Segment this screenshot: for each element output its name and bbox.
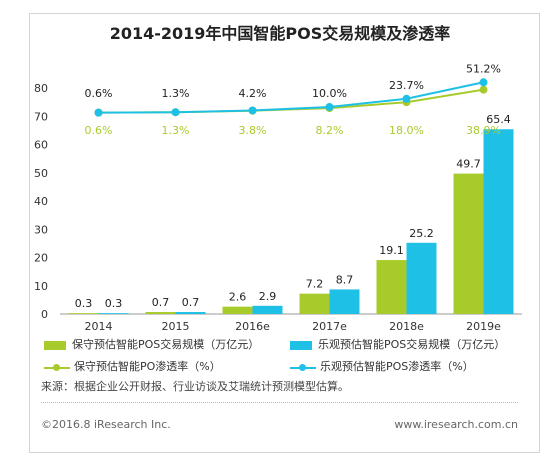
- line-point: [325, 103, 334, 111]
- bar-optimistic: [406, 242, 437, 314]
- line-value-label: 18.0%: [389, 124, 424, 137]
- line-value-label: 38.9%: [466, 124, 501, 137]
- line-value-label: 51.2%: [466, 62, 501, 75]
- legend-label-bar-optimistic: 乐观预估智能POS交易规模（万亿元）: [318, 338, 506, 351]
- bar-value-label: 0.3: [75, 297, 93, 310]
- x-tick-label: 2019e: [466, 320, 501, 333]
- bar-value-label: 8.7: [336, 273, 354, 286]
- line-point: [479, 85, 488, 94]
- x-tick-label: 2017e: [312, 320, 347, 333]
- y-tick-label: 30: [34, 223, 48, 236]
- line-value-label: 10.0%: [312, 87, 347, 100]
- bar-conservative: [376, 260, 407, 314]
- legend-swatch-green: [44, 340, 66, 350]
- y-tick-label: 60: [34, 139, 48, 152]
- bar-optimistic: [329, 289, 360, 314]
- y-tick-label: 70: [34, 110, 48, 123]
- bar-optimistic: [483, 129, 514, 314]
- legend-line-marker-green: [44, 363, 70, 372]
- bar-value-label: 0.7: [152, 296, 170, 309]
- bar-value-label: 0.7: [182, 296, 200, 309]
- legend-label-line-conservative: 保守预估智能PO渗透率（%）: [74, 360, 221, 373]
- y-tick-label: 50: [34, 167, 48, 180]
- bar-optimistic: [252, 305, 283, 314]
- bar-conservative: [299, 293, 330, 314]
- bar-value-label: 0.3: [105, 297, 123, 310]
- line-value-label: 8.2%: [316, 124, 344, 137]
- website: www.iresearch.com.cn: [394, 418, 518, 431]
- bar-optimistic: [175, 312, 206, 314]
- legend-item-line-optimistic: 乐观预估智能POS渗透率（%）: [290, 358, 474, 374]
- line-value-label: 0.6%: [85, 87, 113, 100]
- y-tick-label: 10: [34, 280, 48, 293]
- y-tick-label: 0: [41, 308, 48, 321]
- footer-divider: [41, 402, 518, 403]
- legend-item-bar-optimistic: 乐观预估智能POS交易规模（万亿元）: [290, 336, 505, 352]
- legend-swatch-blue: [290, 340, 312, 350]
- y-tick-label: 80: [34, 82, 48, 95]
- legend-line-marker-blue: [290, 363, 316, 372]
- bar-conservative: [68, 313, 99, 314]
- y-tick-label: 20: [34, 252, 48, 265]
- bar-conservative: [453, 173, 484, 314]
- line-value-label: 23.7%: [389, 79, 424, 92]
- chart-title: 2014-2019年中国智能POS交易规模及渗透率: [109, 24, 451, 43]
- source-note: 来源：根据企业公开财报、行业访谈及艾瑞统计预测模型估算。: [41, 380, 349, 393]
- x-tick-label: 2016e: [235, 320, 270, 333]
- legend-item-line-conservative: 保守预估智能PO渗透率（%）: [44, 358, 221, 374]
- line-point: [402, 94, 411, 103]
- legend-label-bar-conservative: 保守预估智能POS交易规模（万亿元）: [72, 338, 260, 351]
- bar-value-label: 25.2: [409, 227, 434, 240]
- bar-value-label: 49.7: [456, 158, 481, 171]
- line-point: [479, 78, 488, 87]
- x-tick-label: 2015: [162, 320, 190, 333]
- line-value-label: 3.8%: [239, 124, 267, 137]
- line-point: [248, 106, 257, 115]
- bar-value-label: 65.4: [486, 113, 511, 126]
- line-point: [171, 108, 180, 117]
- line-value-label: 1.3%: [162, 124, 190, 137]
- line-point: [94, 108, 103, 117]
- line-value-label: 0.6%: [85, 124, 113, 137]
- bar-conservative: [222, 306, 253, 314]
- bar-value-label: 7.2: [306, 278, 324, 291]
- x-tick-label: 2018e: [389, 320, 424, 333]
- bar-conservative: [145, 312, 176, 314]
- bar-value-label: 2.9: [259, 290, 277, 303]
- line-value-label: 1.3%: [162, 87, 190, 100]
- line-optimistic: [98, 81, 484, 114]
- y-tick-label: 40: [34, 195, 48, 208]
- x-tick-label: 2014: [85, 320, 113, 333]
- bar-value-label: 19.1: [379, 244, 404, 257]
- legend-label-line-optimistic: 乐观预估智能POS渗透率（%）: [320, 360, 474, 373]
- bar-value-label: 2.6: [229, 291, 247, 304]
- bar-optimistic: [98, 313, 129, 314]
- legend-item-bar-conservative: 保守预估智能POS交易规模（万亿元）: [44, 336, 259, 352]
- copyright: ©2016.8 iResearch Inc.: [41, 418, 171, 431]
- line-value-label: 4.2%: [239, 87, 267, 100]
